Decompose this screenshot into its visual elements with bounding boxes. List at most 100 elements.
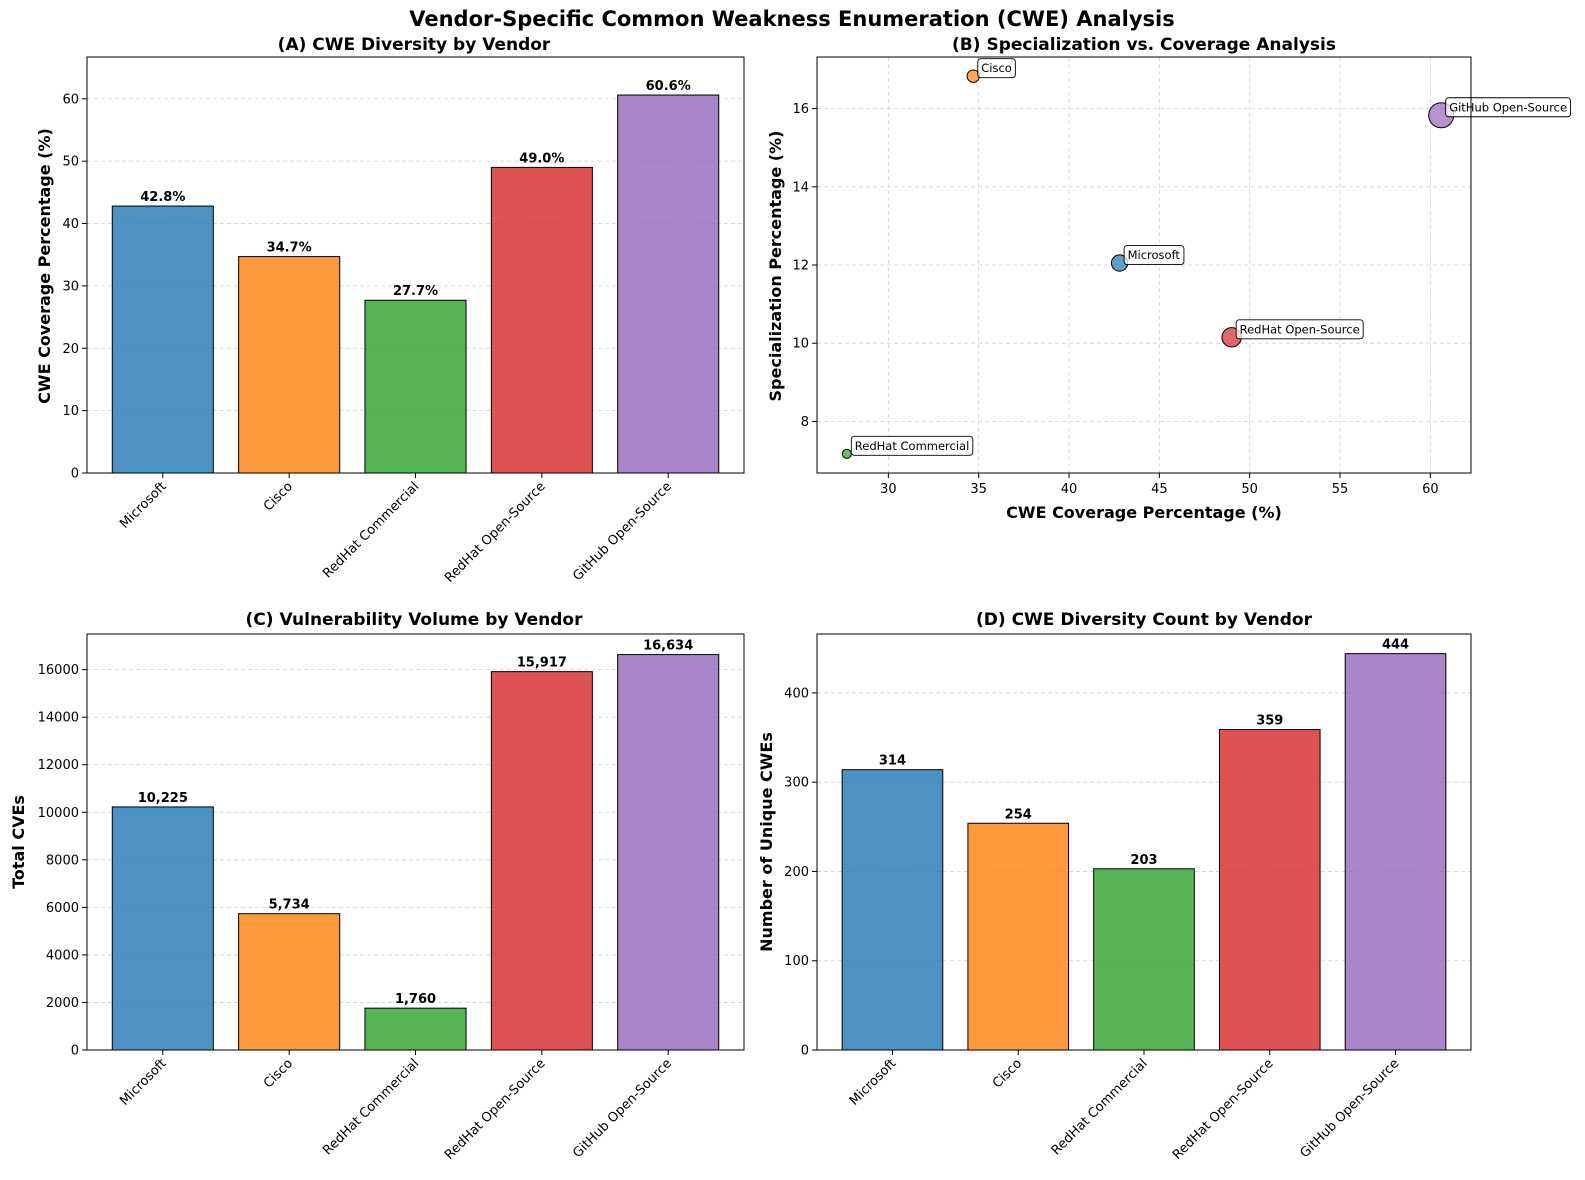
panel-c-ytick-label: 0 — [71, 1044, 79, 1059]
panel-c-value-label-github-open-source: 16,634 — [643, 639, 693, 654]
panel-d-value-label-microsoft: 314 — [879, 754, 906, 769]
panel-b-annotation-box-redhat-commercial — [850, 435, 974, 456]
panel-a-value-label-redhat-commercial: 27.7% — [393, 284, 438, 299]
panel-d-title: (D) CWE Diversity Count by Vendor — [976, 610, 1313, 630]
panel-d: (D) CWE Diversity Count by Vendor Number… — [757, 610, 1472, 1163]
panel-c-xtick-label-cisco: Cisco — [261, 1056, 296, 1091]
panel-d-bar-cisco — [967, 822, 1070, 1051]
panel-b-xtick-label: 30 — [880, 482, 897, 497]
panel-b-ytick-label: 8 — [801, 415, 809, 430]
panel-d-bar-redhat-commercial — [1093, 868, 1195, 1051]
panel-b-ytick-label: 16 — [792, 102, 809, 117]
panel-c-bar-redhat-commercial — [364, 1007, 467, 1051]
panel-a-bar-cisco — [238, 256, 341, 474]
panel-b-annotation-redhat-open-source: RedHat Open-Source — [1240, 322, 1360, 336]
panel-d-value-label-redhat-commercial: 203 — [1130, 853, 1157, 868]
panel-c-bar-cisco — [238, 913, 341, 1051]
panel-d-value-label-cisco: 254 — [1005, 807, 1032, 822]
panel-d-bar-redhat-open-source — [1218, 729, 1321, 1051]
panel-c-xtick-label-github-open-source: GitHub Open-Source — [570, 1056, 675, 1161]
panel-c-xtick-label-redhat-commercial: RedHat Commercial — [320, 1056, 422, 1158]
panel-a-ytick-label: 40 — [62, 217, 79, 232]
panel-d-ytick-label: 200 — [784, 865, 809, 880]
panel-a-ytick-label: 10 — [62, 404, 79, 419]
figure-title: Vendor-Specific Common Weakness Enumerat… — [409, 7, 1175, 31]
panel-b-annotation-box-microsoft — [1123, 245, 1185, 265]
panel-b-xtick-label: 35 — [970, 482, 987, 497]
panel-d-bar-github-open-source — [1344, 653, 1447, 1051]
panel-c-ytick-label: 6000 — [46, 901, 79, 916]
panel-d-bar-microsoft — [841, 769, 944, 1051]
panel-b-annotation-box-github-open-source — [1445, 97, 1572, 118]
panel-c-ytick-label: 16000 — [38, 663, 79, 678]
panel-a-title: (A) CWE Diversity by Vendor — [278, 35, 551, 55]
panel-a-ytick-label: 60 — [62, 92, 79, 107]
panel-a-xtick-label-redhat-open-source: RedHat Open-Source — [442, 479, 549, 586]
panel-c-xtick-label-redhat-open-source: RedHat Open-Source — [442, 1056, 549, 1163]
panel-c-ytick-label: 2000 — [46, 996, 79, 1011]
panel-b-annotation-box-cisco — [977, 58, 1016, 79]
panel-a-xtick-label-cisco: Cisco — [261, 479, 296, 514]
panel-a-axes-frame — [86, 56, 745, 474]
panel-b-annotation-microsoft: Microsoft — [1128, 248, 1181, 262]
panel-b-ytick-label: 12 — [792, 259, 809, 274]
panel-c-ytick-label: 14000 — [38, 711, 79, 726]
panel-b-point-redhat-commercial — [841, 448, 852, 459]
panel-b-xtick-label: 60 — [1422, 482, 1439, 497]
panel-b-xtick-label: 55 — [1332, 482, 1349, 497]
panel-d-ytick-label: 100 — [784, 954, 809, 969]
panel-c-ytick-label: 8000 — [46, 853, 79, 868]
panel-b-ytick-label: 10 — [792, 337, 809, 352]
panel-d-ytick-label: 400 — [784, 686, 809, 701]
panel-b: (B) Specialization vs. Coverage Analysis… — [766, 35, 1572, 522]
panel-c-axes-frame — [86, 633, 745, 1051]
panel-d-xtick-label-microsoft: Microsoft — [847, 1056, 899, 1108]
panel-a: (A) CWE Diversity by Vendor CWE Coverage… — [35, 35, 745, 586]
panel-a-value-label-cisco: 34.7% — [267, 241, 312, 256]
panel-a-value-label-redhat-open-source: 49.0% — [519, 151, 564, 166]
panel-a-bar-redhat-open-source — [490, 166, 593, 474]
panel-d-value-label-redhat-open-source: 359 — [1256, 714, 1283, 729]
panel-c-bar-github-open-source — [617, 654, 720, 1051]
panel-b-xlabel: CWE Coverage Percentage (%) — [1006, 503, 1282, 522]
panel-a-ytick-label: 20 — [62, 342, 79, 357]
panel-c-title: (C) Vulnerability Volume by Vendor — [246, 610, 584, 630]
panel-a-xtick-label-microsoft: Microsoft — [117, 479, 169, 531]
panel-b-ytick-label: 14 — [792, 180, 809, 195]
panel-b-title: (B) Specialization vs. Coverage Analysis — [952, 35, 1336, 55]
panel-c-ylabel: Total CVEs — [9, 795, 28, 889]
panel-c-value-label-redhat-commercial: 1,760 — [395, 992, 436, 1007]
panel-a-bar-microsoft — [111, 205, 214, 474]
panel-a-xtick-label-github-open-source: GitHub Open-Source — [570, 479, 675, 584]
panel-b-xtick-label: 40 — [1061, 482, 1078, 497]
panel-c-bar-redhat-open-source — [490, 671, 593, 1051]
panel-b-annotation-cisco: Cisco — [981, 61, 1012, 75]
panel-c-ytick-label: 10000 — [38, 806, 79, 821]
panel-d-ytick-label: 300 — [784, 776, 809, 791]
panel-a-bar-redhat-commercial — [364, 299, 467, 474]
panel-c-value-label-cisco: 5,734 — [269, 898, 310, 913]
panel-a-ytick-label: 50 — [62, 155, 79, 170]
panel-d-value-label-github-open-source: 444 — [1382, 638, 1409, 653]
panel-d-ylabel: Number of Unique CWEs — [757, 732, 776, 952]
panel-c: (C) Vulnerability Volume by Vendor Total… — [9, 610, 745, 1163]
panel-b-xtick-label: 45 — [1151, 482, 1168, 497]
panel-b-axes-frame — [816, 56, 1472, 474]
panel-a-ytick-label: 0 — [71, 467, 79, 482]
panel-c-xtick-label-microsoft: Microsoft — [117, 1056, 169, 1108]
panel-c-ytick-label: 4000 — [46, 948, 79, 963]
panel-c-bar-microsoft — [111, 806, 214, 1051]
panel-d-ytick-label: 0 — [801, 1044, 809, 1059]
panel-b-annotation-redhat-commercial: RedHat Commercial — [855, 439, 970, 453]
panel-b-xtick-label: 50 — [1241, 482, 1258, 497]
panel-b-annotation-github-open-source: GitHub Open-Source — [1449, 100, 1567, 114]
panel-b-annotation-box-redhat-open-source — [1235, 319, 1364, 340]
panel-d-xtick-label-github-open-source: GitHub Open-Source — [1298, 1056, 1403, 1161]
panel-a-bar-github-open-source — [617, 94, 720, 474]
panel-d-xtick-label-cisco: Cisco — [990, 1056, 1025, 1091]
panel-d-xtick-label-redhat-open-source: RedHat Open-Source — [1170, 1056, 1277, 1163]
panel-b-ylabel: Specialization Percentage (%) — [766, 131, 785, 402]
panel-c-ytick-label: 12000 — [38, 758, 79, 773]
panel-c-value-label-microsoft: 10,225 — [138, 791, 188, 806]
